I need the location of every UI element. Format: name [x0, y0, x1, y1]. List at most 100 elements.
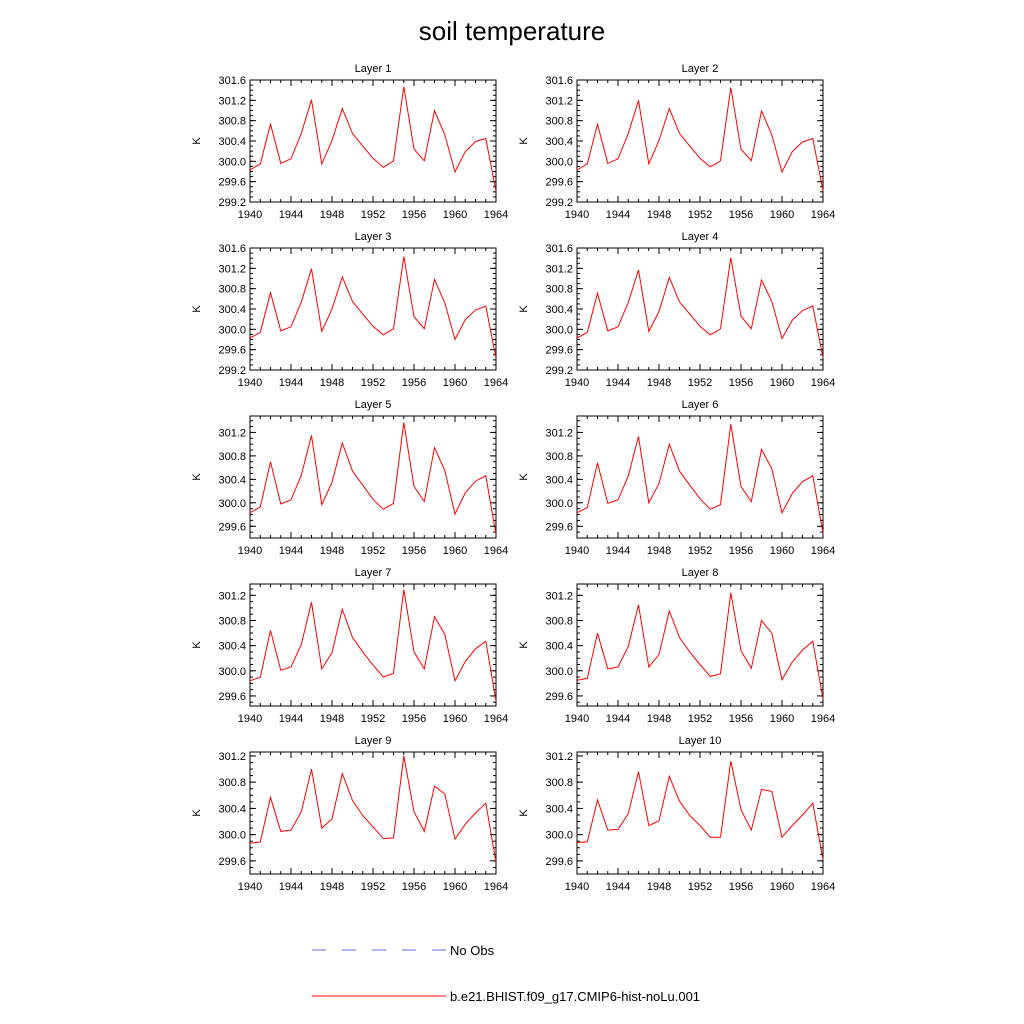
x-tick-label: 1940 [565, 545, 589, 557]
x-tick-label: 1940 [238, 713, 262, 725]
y-tick-label: 299.2 [218, 197, 246, 209]
x-tick-label: 1956 [402, 713, 426, 725]
x-tick-label: 1964 [484, 881, 508, 893]
series-line [249, 422, 497, 535]
y-tick-label: 300.4 [218, 136, 246, 148]
x-tick-label: 1952 [361, 377, 385, 389]
x-tick-label: 1956 [402, 209, 426, 221]
y-tick-label: 301.6 [545, 75, 573, 87]
y-tick-label: 300.8 [218, 777, 246, 789]
x-tick-label: 1948 [320, 713, 344, 725]
x-tick-label: 1948 [320, 881, 344, 893]
y-tick-label: 301.6 [218, 243, 246, 255]
y-tick-label: 299.6 [218, 691, 246, 703]
plot-frame [249, 751, 497, 875]
plot-frame [576, 79, 824, 203]
panel-title: Layer 4 [682, 231, 719, 243]
y-tick-label: 300.0 [545, 498, 573, 510]
plot-frame [249, 247, 497, 371]
plot-frame [576, 751, 824, 875]
y-tick-label: 299.2 [545, 197, 573, 209]
panel-layer-6: Layer 6 K 1940 1944 1948 1952 1956 1960 1964 299.… [518, 399, 835, 557]
y-axis-label: K [518, 473, 530, 481]
x-tick-label: 1948 [647, 377, 671, 389]
x-tick-label: 1944 [606, 209, 630, 221]
y-tick-label: 300.8 [218, 451, 246, 463]
x-tick-label: 1964 [484, 545, 508, 557]
series-line [576, 424, 824, 534]
x-tick-label: 1952 [688, 713, 712, 725]
legend-obs-label: No Obs [450, 943, 495, 958]
plot-frame [249, 415, 497, 539]
y-tick-label: 300.0 [545, 324, 573, 336]
legend-model-label: b.e21.BHIST.f09_g17.CMIP6-hist-noLu.001 [450, 989, 700, 1004]
panel-layer-8: Layer 8 K 1940 1944 1948 1952 1956 1960 1964 299.… [518, 567, 835, 725]
y-tick-label: 300.8 [545, 615, 573, 627]
x-tick-label: 1952 [361, 713, 385, 725]
x-tick-label: 1964 [484, 377, 508, 389]
series-line [576, 87, 824, 191]
y-axis-label: K [191, 305, 203, 313]
panel-layer-7: Layer 7 K 1940 1944 1948 1952 1956 1960 1964 299.… [191, 567, 508, 725]
y-tick-label: 300.8 [545, 777, 573, 789]
panel-title: Layer 6 [682, 399, 719, 411]
x-tick-label: 1948 [647, 713, 671, 725]
panel-layer-2: Layer 2 K 1940 1944 1948 1952 1956 1960 1964 299.… [518, 63, 835, 221]
x-tick-label: 1952 [361, 881, 385, 893]
panel-title: Layer 2 [682, 63, 719, 75]
panel-title: Layer 7 [355, 567, 392, 579]
panel-title: Layer 9 [355, 735, 392, 747]
y-tick-label: 301.2 [545, 590, 573, 602]
x-tick-label: 1952 [688, 377, 712, 389]
x-tick-label: 1952 [361, 209, 385, 221]
y-axis-label: K [191, 641, 203, 649]
x-tick-label: 1956 [729, 713, 753, 725]
x-tick-label: 1940 [565, 377, 589, 389]
y-tick-label: 299.2 [545, 365, 573, 377]
x-tick-label: 1956 [729, 545, 753, 557]
x-tick-label: 1948 [647, 545, 671, 557]
legend: No Obs b.e21.BHIST.f09_g17.CMIP6-hist-no… [312, 943, 700, 1004]
x-tick-label: 1956 [402, 545, 426, 557]
panels: Layer 1 K 1940 1944 1948 1952 1956 1960 1964 299.… [191, 63, 835, 893]
y-tick-label: 301.6 [218, 75, 246, 87]
y-tick-label: 300.0 [218, 666, 246, 678]
y-tick-label: 300.0 [218, 324, 246, 336]
x-tick-label: 1940 [565, 881, 589, 893]
y-tick-label: 301.2 [218, 590, 246, 602]
y-axis-label: K [518, 137, 530, 145]
x-tick-label: 1940 [565, 713, 589, 725]
y-tick-label: 301.6 [545, 243, 573, 255]
y-tick-label: 300.4 [545, 803, 573, 815]
y-axis-label: K [191, 809, 203, 817]
series-line [576, 761, 824, 860]
x-tick-label: 1940 [565, 209, 589, 221]
x-tick-label: 1964 [811, 377, 835, 389]
y-tick-label: 299.2 [218, 365, 246, 377]
panel-title: Layer 10 [679, 735, 722, 747]
x-tick-label: 1940 [238, 545, 262, 557]
plot-frame [249, 79, 497, 203]
x-tick-label: 1944 [279, 713, 303, 725]
x-tick-label: 1960 [443, 545, 467, 557]
x-tick-label: 1944 [279, 377, 303, 389]
x-tick-label: 1956 [729, 377, 753, 389]
y-axis-label: K [518, 305, 530, 313]
x-tick-label: 1956 [729, 881, 753, 893]
y-tick-label: 300.8 [218, 284, 246, 296]
y-tick-label: 300.8 [545, 116, 573, 128]
x-tick-label: 1960 [443, 209, 467, 221]
panel-title: Layer 3 [355, 231, 392, 243]
x-tick-label: 1960 [770, 713, 794, 725]
x-tick-label: 1948 [320, 209, 344, 221]
x-tick-label: 1944 [606, 713, 630, 725]
y-tick-label: 300.8 [218, 116, 246, 128]
y-tick-label: 300.0 [545, 830, 573, 842]
y-tick-label: 299.6 [545, 521, 573, 533]
series-line [249, 86, 497, 192]
y-tick-label: 300.0 [218, 498, 246, 510]
y-tick-label: 301.2 [218, 263, 246, 275]
y-tick-label: 300.0 [545, 666, 573, 678]
y-axis-label: K [191, 137, 203, 145]
x-tick-label: 1956 [402, 881, 426, 893]
